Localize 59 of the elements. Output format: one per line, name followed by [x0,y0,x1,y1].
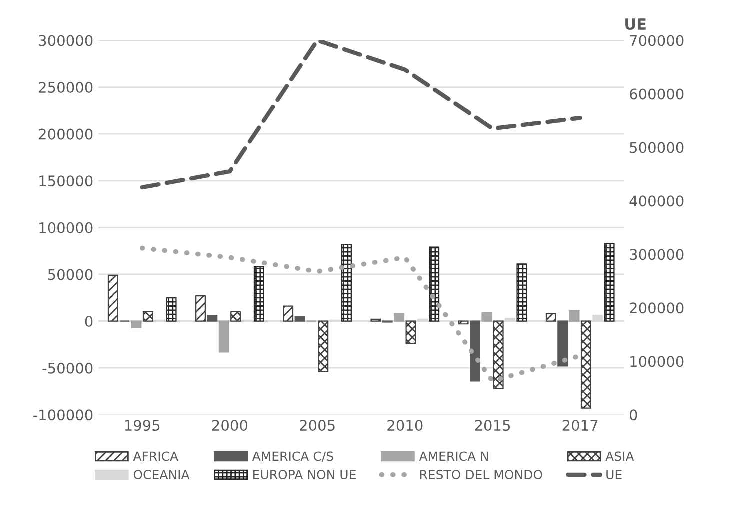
y-tick-label: -50000 [42,362,93,374]
bar [108,274,118,322]
legend-label: EUROPA NON UE [254,470,356,480]
bar [218,320,230,353]
bar [283,306,294,322]
y2-tick-label: 700000 [630,35,684,46]
legend-label: RESTO DEL MONDO [420,470,542,480]
bar [131,320,142,328]
y2-tick-label: 600000 [630,88,684,100]
y-tick-label: 150000 [40,176,93,187]
bar [230,311,242,322]
legend-label: AMERICA C/S [252,452,334,462]
y2-axis-title: UE [626,18,646,30]
bar [569,310,580,322]
bar [294,316,306,322]
y-tick-label: 300000 [39,35,93,46]
bar [254,266,264,322]
bar [142,311,154,322]
bar [470,320,480,382]
y-tick-label: 50000 [48,269,93,280]
bar [458,320,469,325]
bar [394,313,405,322]
y-tick-label: 100000 [40,222,93,234]
bar [342,244,352,322]
legend-label: UE [606,470,622,480]
x-tick-label: 2010 [388,420,423,432]
bar [580,320,592,409]
legend-label: AFRICA [133,452,178,462]
x-tick-label: 2005 [300,420,335,432]
x-tick-label: 1995 [125,420,160,432]
y-tick-label: -100000 [33,410,93,421]
bar [196,295,206,322]
y2-tick-label: 0 [630,410,638,421]
legend-label: ASIA [606,452,634,462]
bar [406,320,416,344]
y-tick-label: 0 [85,316,93,328]
bar [318,320,329,372]
x-tick-label: 2017 [562,420,598,432]
y2-tick-label: 400000 [630,196,684,207]
y2-tick-label: 500000 [630,142,684,154]
y-tick-label: 200000 [39,128,93,140]
bar [558,320,568,367]
x-tick-label: 2015 [475,420,510,432]
y-tick-label: 250000 [39,82,93,94]
y2-tick-label: 200000 [630,302,684,314]
legend-label: OCEANIA [134,470,190,480]
y2-tick-label: 100000 [630,356,684,368]
bar [429,246,440,322]
bar [482,312,492,322]
bar [166,297,177,322]
bar [207,315,218,322]
y2-tick-label: 300000 [630,249,684,260]
bar [516,264,528,322]
legend-label: AMERICA N [419,452,488,462]
line-series [140,40,582,190]
bar [604,243,615,322]
bar [546,313,556,322]
x-tick-label: 2000 [212,420,248,432]
bar [493,320,504,390]
